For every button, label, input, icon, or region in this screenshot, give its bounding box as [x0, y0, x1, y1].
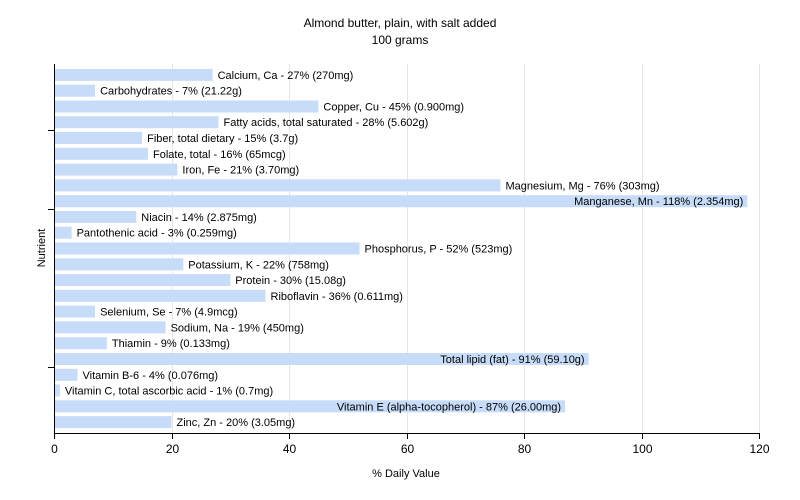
x-tick-label: 60 — [401, 442, 415, 456]
bar-label: Sodium, Na - 19% (450mg) — [171, 322, 304, 334]
bar — [55, 368, 78, 381]
bar-label: Vitamin E (alpha-tocopherol) - 87% (26.0… — [337, 401, 561, 413]
bar-label: Carbohydrates - 7% (21.22g) — [100, 86, 242, 98]
bar-label: Protein - 30% (15.08g) — [235, 275, 346, 287]
bar-label: Fiber, total dietary - 15% (3.7g) — [147, 133, 298, 145]
bar — [55, 416, 172, 429]
x-tick-label: 80 — [518, 442, 532, 456]
bar — [55, 242, 360, 255]
bar-label: Phosphorus, P - 52% (523mg) — [365, 244, 513, 256]
bar — [55, 68, 213, 81]
bar — [55, 305, 96, 318]
bar — [55, 210, 137, 223]
bar — [55, 321, 166, 334]
bar-label: Selenium, Se - 7% (4.9mcg) — [100, 307, 238, 319]
bar-label: Riboflavin - 36% (0.611mg) — [271, 291, 403, 303]
bar-label: Copper, Cu - 45% (0.900mg) — [323, 102, 464, 114]
y-axis-title: Nutrient — [36, 229, 48, 268]
bar-label: Iron, Fe - 21% (3.70mg) — [182, 165, 299, 177]
x-tick-label: 100 — [632, 442, 652, 456]
bar — [55, 100, 319, 113]
bar — [55, 400, 566, 413]
bar-label: Vitamin B-6 - 4% (0.076mg) — [83, 370, 219, 382]
bar-label: Pantothenic acid - 3% (0.259mg) — [77, 228, 237, 240]
bars: Calcium, Ca - 27% (270mg) Carbohydrates -… — [55, 68, 748, 429]
bar — [55, 384, 60, 397]
chart-title: Almond butter, plain, with salt added — [303, 16, 497, 30]
bar-label: Niacin - 14% (2.875mg) — [141, 212, 257, 224]
bar — [55, 226, 72, 239]
bar-label: Zinc, Zn - 20% (3.05mg) — [177, 417, 296, 429]
bar — [55, 337, 107, 350]
bar — [55, 116, 219, 129]
bar — [55, 84, 96, 97]
bar — [55, 258, 184, 271]
bar-label: Folate, total - 16% (65mcg) — [153, 149, 286, 161]
bar-label: Calcium, Ca - 27% (270mg) — [218, 70, 354, 82]
bar-label: Fatty acids, total saturated - 28% (5.60… — [224, 117, 429, 129]
axes: 0 20 40 60 80 100 120 — [48, 64, 770, 456]
bar — [55, 274, 231, 287]
x-tick-label: 120 — [749, 442, 769, 456]
bar-label: Potassium, K - 22% (758mg) — [188, 259, 329, 271]
bar-label: Vitamin C, total ascorbic acid - 1% (0.7… — [65, 386, 273, 398]
bar — [55, 179, 501, 192]
x-tick-label: 20 — [166, 442, 180, 456]
bar — [55, 147, 148, 160]
bar-label: Thiamin - 9% (0.133mg) — [112, 338, 230, 350]
bar-label: Manganese, Mn - 118% (2.354mg) — [574, 196, 743, 208]
chart-subtitle: 100 grams — [371, 33, 429, 47]
bar — [55, 132, 143, 144]
bar — [55, 163, 178, 176]
bar — [55, 289, 266, 302]
bar — [55, 195, 748, 208]
bar — [55, 353, 589, 365]
bar-label: Total lipid (fat) - 91% (59.10g) — [440, 354, 584, 366]
x-tick-label: 40 — [283, 442, 297, 456]
x-tick-label: 0 — [51, 442, 58, 456]
x-axis-title: % Daily Value — [372, 468, 440, 480]
bar-label: Magnesium, Mg - 76% (303mg) — [506, 180, 660, 192]
